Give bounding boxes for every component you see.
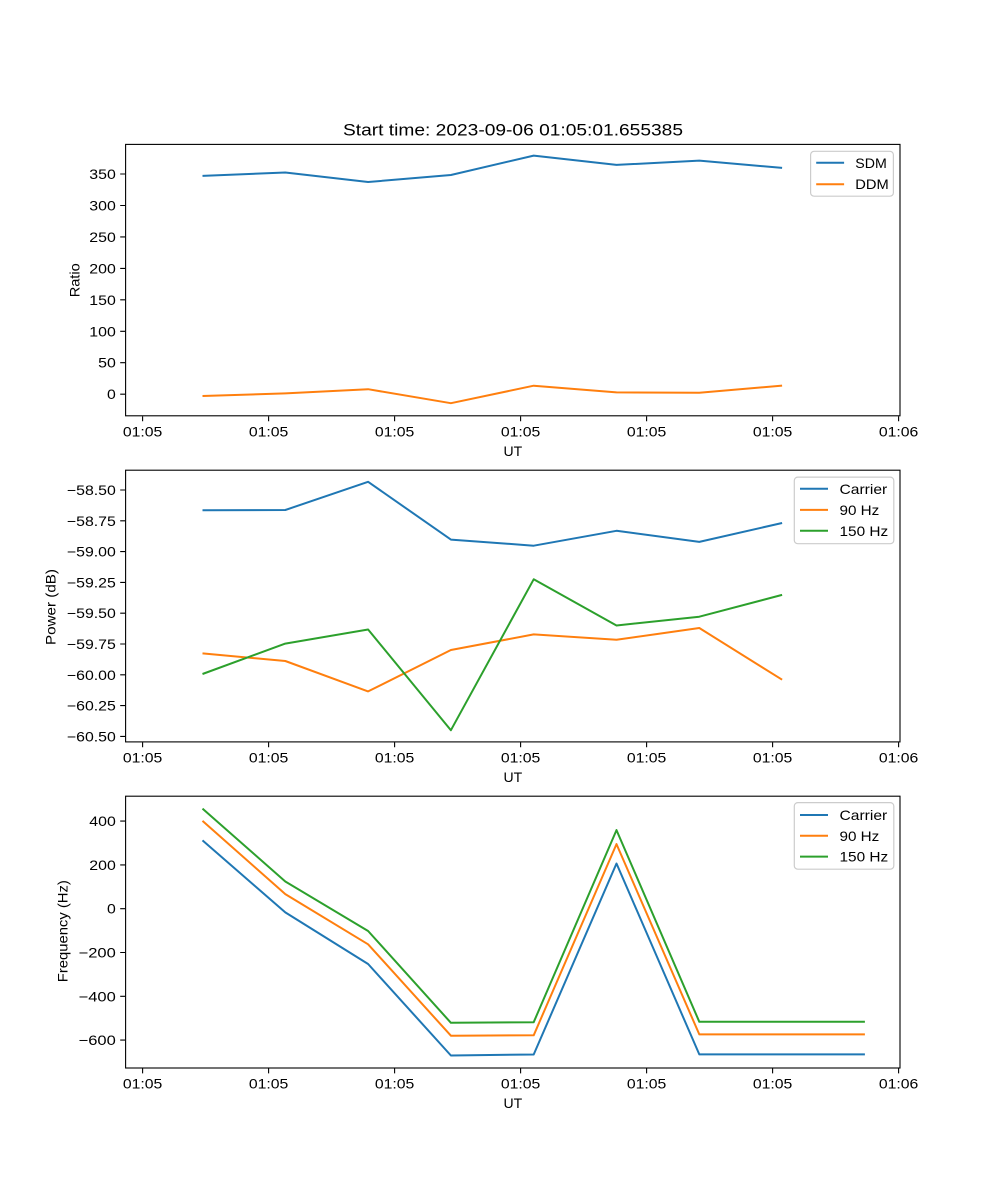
svg-text:01:05: 01:05	[249, 1076, 289, 1092]
svg-text:350: 350	[89, 166, 116, 182]
svg-text:300: 300	[89, 197, 116, 213]
svg-text:250: 250	[89, 229, 116, 245]
svg-text:90 Hz: 90 Hz	[840, 828, 880, 844]
svg-text:01:05: 01:05	[375, 750, 415, 766]
svg-text:400: 400	[89, 813, 116, 829]
svg-text:01:05: 01:05	[375, 424, 415, 440]
svg-text:Start time: 2023-09-06 01:05:0: Start time: 2023-09-06 01:05:01.655385	[343, 120, 683, 139]
svg-text:01:06: 01:06	[879, 1076, 919, 1092]
svg-text:01:05: 01:05	[753, 750, 793, 766]
svg-text:01:05: 01:05	[627, 424, 667, 440]
svg-text:−60.50: −60.50	[67, 728, 116, 744]
svg-text:01:05: 01:05	[753, 424, 793, 440]
svg-text:01:05: 01:05	[249, 424, 289, 440]
svg-text:−59.25: −59.25	[67, 574, 116, 590]
svg-text:01:05: 01:05	[123, 424, 163, 440]
svg-text:90 Hz: 90 Hz	[840, 502, 880, 518]
svg-text:100: 100	[89, 323, 116, 339]
svg-text:−60.25: −60.25	[67, 698, 116, 714]
svg-text:50: 50	[98, 355, 116, 371]
svg-text:Carrier: Carrier	[840, 807, 888, 823]
svg-text:01:05: 01:05	[627, 1076, 667, 1092]
svg-text:−58.50: −58.50	[67, 482, 116, 498]
svg-text:−59.50: −59.50	[67, 605, 116, 621]
svg-text:01:05: 01:05	[627, 750, 667, 766]
svg-text:150: 150	[89, 292, 116, 308]
svg-text:01:05: 01:05	[501, 750, 541, 766]
svg-text:0: 0	[107, 901, 116, 917]
svg-text:01:05: 01:05	[249, 750, 289, 766]
svg-text:UT: UT	[504, 769, 523, 785]
svg-text:DDM: DDM	[855, 176, 888, 192]
svg-text:SDM: SDM	[855, 155, 887, 171]
svg-text:Frequency (Hz): Frequency (Hz)	[54, 880, 70, 982]
svg-text:−59.75: −59.75	[67, 636, 116, 652]
svg-text:200: 200	[89, 857, 116, 873]
svg-text:01:05: 01:05	[753, 1076, 793, 1092]
svg-text:UT: UT	[504, 443, 523, 459]
svg-text:150 Hz: 150 Hz	[840, 523, 889, 539]
svg-text:01:05: 01:05	[501, 424, 541, 440]
svg-text:01:05: 01:05	[375, 1076, 415, 1092]
svg-text:01:05: 01:05	[501, 1076, 541, 1092]
svg-text:150 Hz: 150 Hz	[840, 849, 889, 865]
svg-text:Power (dB): Power (dB)	[42, 569, 58, 645]
svg-text:−59.00: −59.00	[67, 544, 116, 560]
svg-text:−400: −400	[79, 988, 117, 1004]
svg-text:UT: UT	[504, 1095, 523, 1111]
svg-text:−600: −600	[79, 1032, 117, 1048]
svg-text:01:05: 01:05	[123, 1076, 163, 1092]
svg-text:01:05: 01:05	[123, 750, 163, 766]
svg-text:01:06: 01:06	[879, 424, 919, 440]
svg-text:01:06: 01:06	[879, 750, 919, 766]
svg-text:0: 0	[107, 386, 116, 402]
svg-text:−60.00: −60.00	[67, 667, 116, 683]
svg-text:Ratio: Ratio	[66, 263, 82, 297]
svg-text:−58.75: −58.75	[67, 513, 116, 529]
svg-text:200: 200	[89, 260, 116, 276]
svg-text:Carrier: Carrier	[840, 481, 888, 497]
svg-text:−200: −200	[79, 945, 117, 961]
